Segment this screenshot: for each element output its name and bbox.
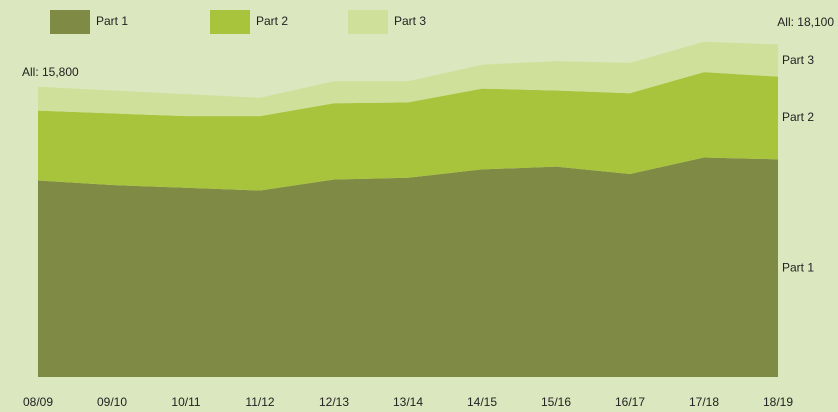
legend-label: Part 3 (394, 14, 426, 28)
legend-label: Part 2 (256, 14, 288, 28)
x-tick-label: 08/09 (23, 395, 53, 409)
x-tick-label: 13/14 (393, 395, 423, 409)
legend-swatch (210, 10, 250, 34)
area (38, 72, 778, 191)
x-tick-label: 17/18 (689, 395, 719, 409)
x-tick-label: 12/13 (319, 395, 349, 409)
x-tick-label: 16/17 (615, 395, 645, 409)
series-label: Part 1 (782, 260, 814, 274)
legend-label: Part 1 (96, 14, 128, 28)
area (38, 41, 778, 117)
x-tick-label: 10/11 (171, 395, 200, 409)
legend-swatch (50, 10, 90, 34)
x-tick-label: 11/12 (245, 395, 274, 409)
series-label: Part 3 (782, 53, 814, 67)
legend-swatch (348, 10, 388, 34)
x-tick-label: 15/16 (541, 395, 571, 409)
x-tick-label: 14/15 (467, 395, 497, 409)
series-label: Part 2 (782, 110, 814, 124)
x-tick-label: 18/19 (763, 395, 793, 409)
area (38, 157, 778, 377)
annotation: All: 15,800 (22, 65, 79, 79)
x-tick-label: 09/10 (97, 395, 127, 409)
annotation: All: 18,100 (777, 15, 834, 29)
